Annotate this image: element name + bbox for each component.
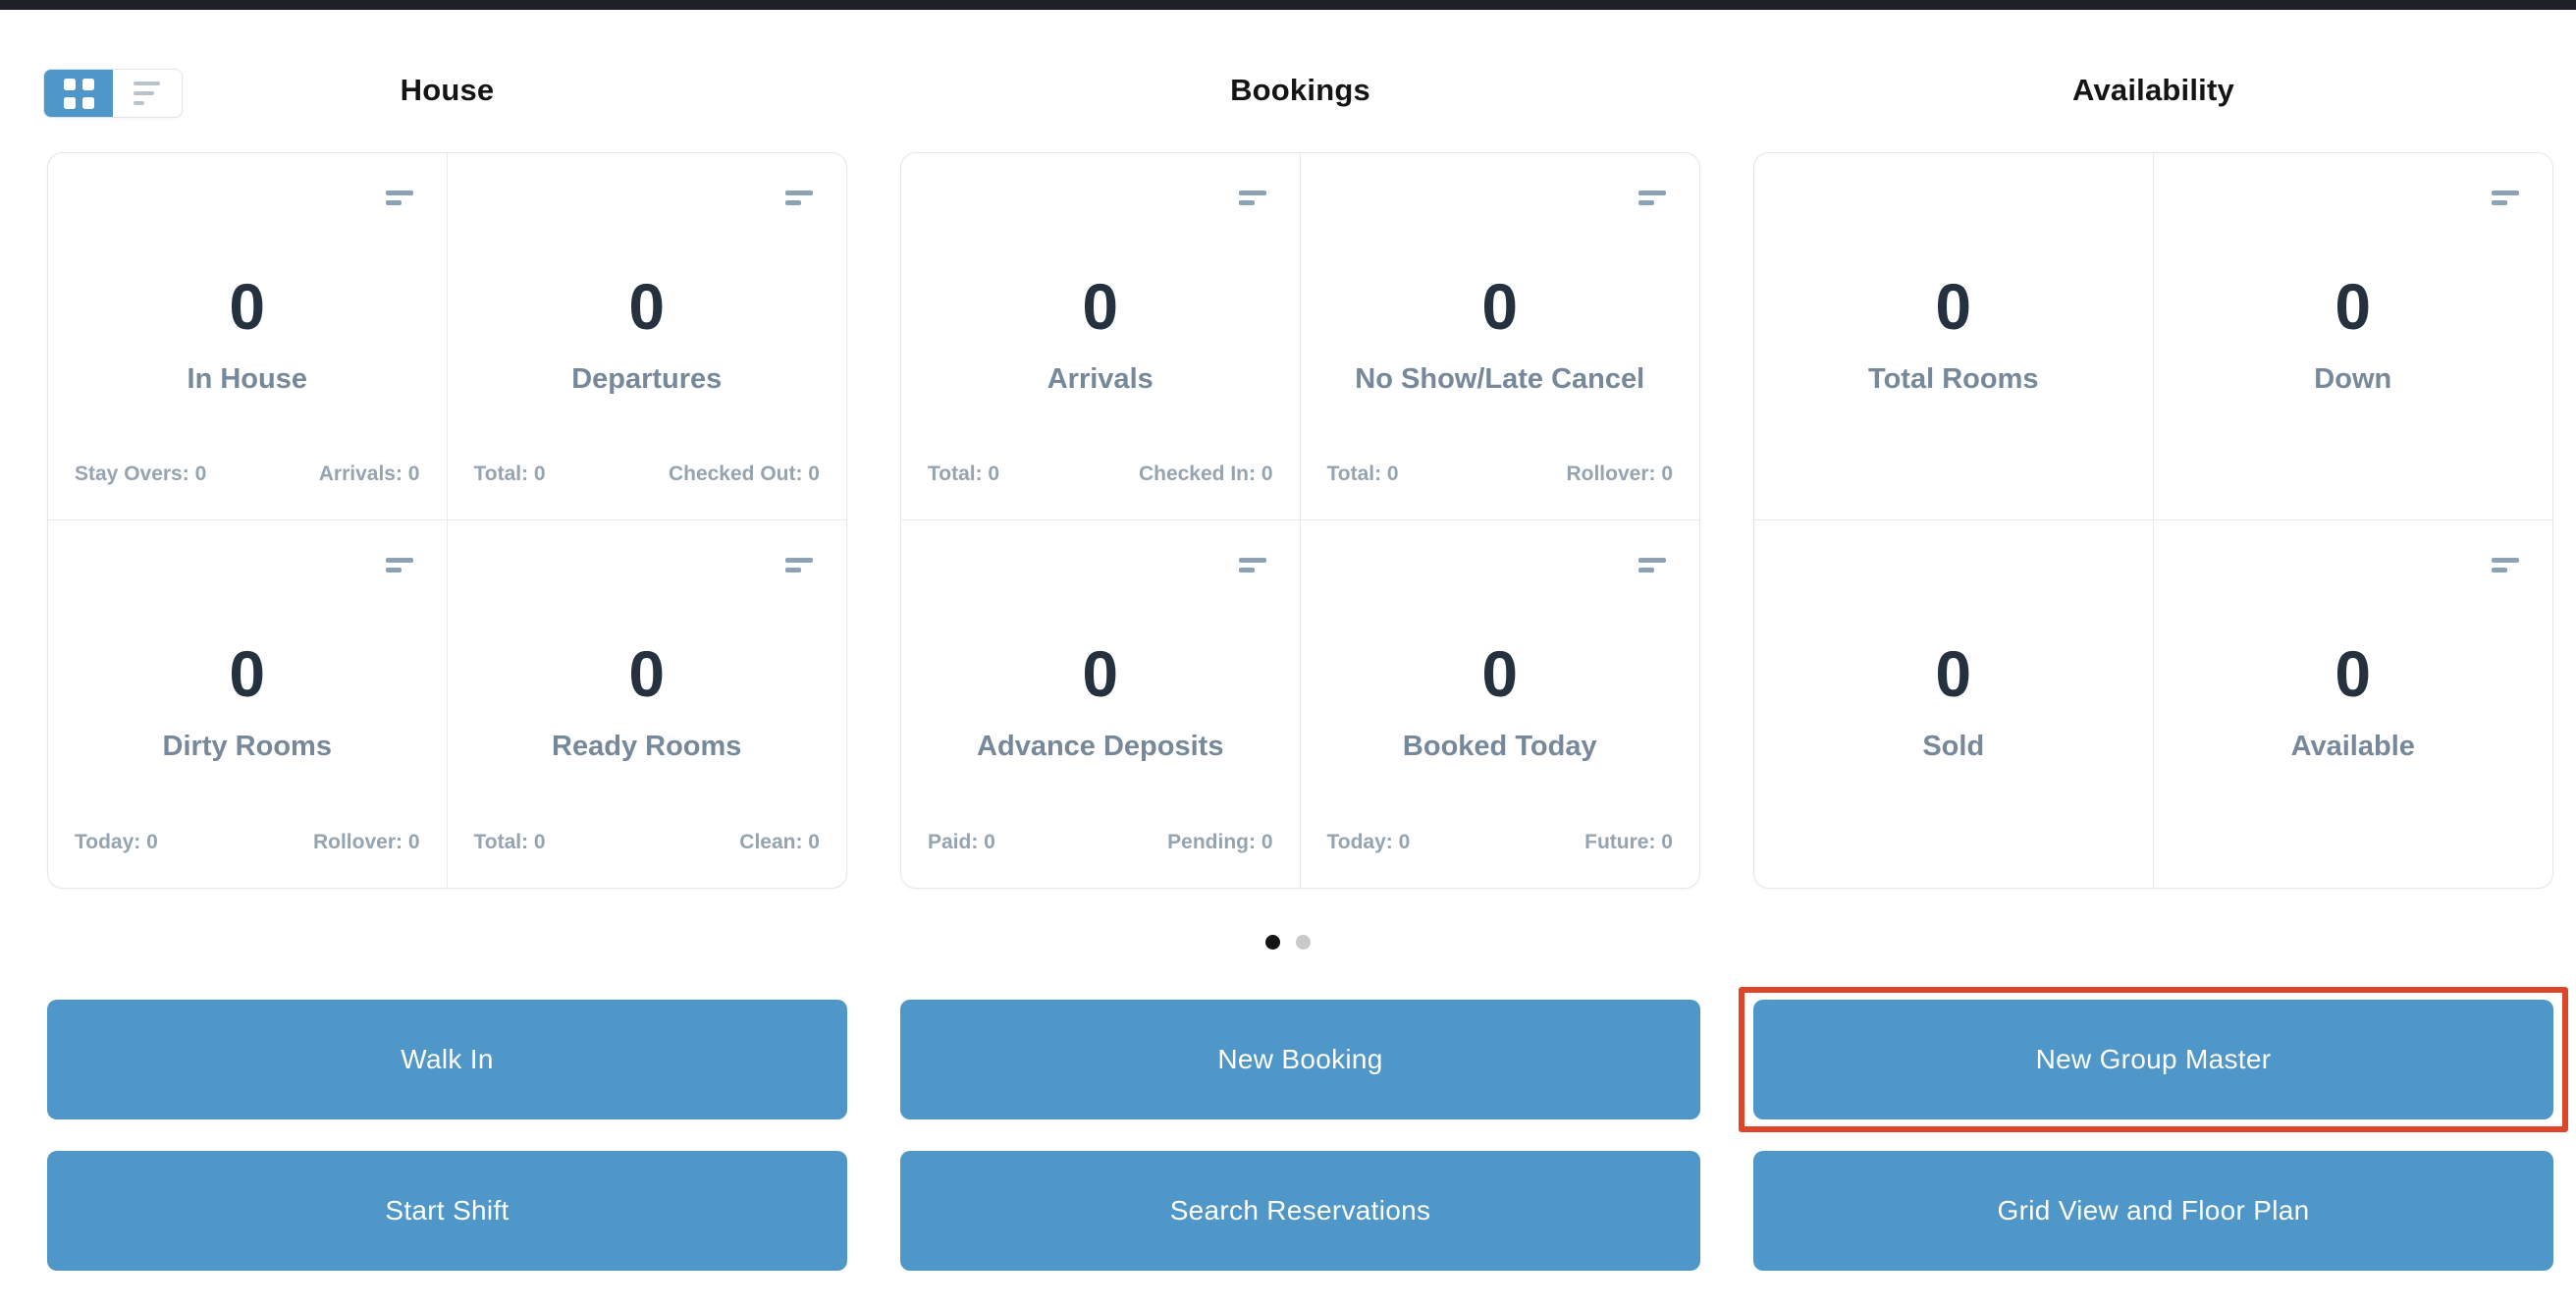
stat-footer-left: Stay Overs: 0 (75, 463, 207, 485)
stat-value: 0 (1082, 637, 1119, 710)
stat-footer-right: Checked In: 0 (1138, 463, 1273, 485)
stat-card-in-house[interactable]: 0 In House Stay Overs: 0 Arrivals: 0 (48, 153, 448, 520)
stat-value: 0 (2334, 270, 2372, 343)
stat-card-sold[interactable]: 0 Sold (1754, 520, 2154, 888)
stat-card-no-show-late-cancel[interactable]: 0 No Show/Late Cancel Total: 0 Rollover:… (1300, 153, 1699, 520)
card-menu-icon[interactable] (385, 558, 413, 572)
stat-label: Dirty Rooms (162, 731, 332, 762)
stat-label: Ready Rooms (552, 731, 742, 762)
stat-card-dirty-rooms[interactable]: 0 Dirty Rooms Today: 0 Rollover: 0 (48, 520, 448, 888)
stat-card-booked-today[interactable]: 0 Booked Today Today: 0 Future: 0 (1301, 520, 1700, 888)
card-menu-icon[interactable] (2492, 191, 2519, 205)
bookings-panel: 0 Arrivals Total: 0 Checked In: 0 0 No S… (900, 152, 1700, 889)
search-reservations-button[interactable]: Search Reservations (900, 1151, 1700, 1271)
stat-label: Available (2290, 731, 2415, 762)
list-view-toggle-button[interactable] (113, 70, 182, 117)
stat-card-arrivals[interactable]: 0 Arrivals Total: 0 Checked In: 0 (901, 153, 1301, 520)
carousel-pagination (0, 935, 2576, 950)
card-menu-icon[interactable] (385, 191, 413, 205)
stat-footer-left: Total: 0 (473, 463, 546, 485)
stat-footer-right: Rollover: 0 (312, 831, 420, 853)
grid-view-toggle-button[interactable] (44, 70, 113, 117)
stat-footer-right: Arrivals: 0 (318, 463, 420, 485)
stat-value: 0 (229, 270, 266, 343)
stat-value: 0 (628, 637, 666, 710)
stat-value: 0 (1935, 270, 1972, 343)
grid-view-floor-plan-button[interactable]: Grid View and Floor Plan (1753, 1151, 2553, 1271)
stat-value: 0 (628, 270, 666, 343)
card-menu-icon[interactable] (1238, 191, 1266, 205)
stat-label: Departures (571, 363, 723, 395)
stat-footer-right: Clean: 0 (739, 831, 820, 853)
stat-label: Sold (1922, 731, 1985, 762)
stat-footer-left: Total: 0 (1326, 463, 1399, 485)
section-title-house: House (400, 73, 495, 107)
stat-label: Advance Deposits (977, 731, 1224, 762)
stat-card-ready-rooms[interactable]: 0 Ready Rooms Total: 0 Clean: 0 (448, 520, 847, 888)
stat-label: Down (2314, 363, 2392, 395)
stat-value: 0 (1082, 270, 1119, 343)
stat-label: Total Rooms (1868, 363, 2039, 395)
top-bar (0, 0, 2576, 10)
stat-card-advance-deposits[interactable]: 0 Advance Deposits Paid: 0 Pending: 0 (901, 520, 1301, 888)
stat-card-down[interactable]: 0 Down (2153, 153, 2552, 520)
stat-footer-left: Today: 0 (75, 831, 158, 853)
pagination-dot-1[interactable] (1265, 935, 1280, 950)
card-menu-icon[interactable] (785, 191, 813, 205)
section-title-bookings: Bookings (1230, 73, 1370, 107)
card-menu-icon[interactable] (1638, 191, 1666, 205)
stat-footer-left: Today: 0 (1326, 831, 1411, 853)
stat-footer-right: Future: 0 (1584, 831, 1673, 853)
stat-value: 0 (1935, 637, 1972, 710)
view-toggle (43, 69, 183, 118)
stat-label: Booked Today (1402, 731, 1597, 762)
stat-footer-right: Rollover: 0 (1566, 463, 1673, 485)
stat-label: In House (187, 363, 307, 395)
house-panel: 0 In House Stay Overs: 0 Arrivals: 0 0 D… (47, 152, 847, 889)
card-menu-icon[interactable] (2492, 558, 2519, 572)
stat-card-total-rooms[interactable]: 0 Total Rooms (1754, 153, 2154, 520)
stat-label: No Show/Late Cancel (1355, 363, 1645, 395)
stat-value: 0 (1481, 637, 1519, 710)
stat-footer-left: Total: 0 (473, 831, 546, 853)
availability-panel: 0 Total Rooms 0 Down 0 Sold 0 Available (1753, 152, 2553, 889)
stat-footer-right: Checked Out: 0 (668, 463, 820, 485)
section-title-availability: Availability (2072, 73, 2234, 107)
new-group-master-button[interactable]: New Group Master (1753, 1000, 2553, 1119)
stat-label: Arrivals (1046, 363, 1154, 395)
card-menu-icon[interactable] (1638, 558, 1666, 572)
stat-value: 0 (2334, 637, 2372, 710)
card-menu-icon[interactable] (785, 558, 813, 572)
pagination-dot-2[interactable] (1296, 935, 1311, 950)
new-booking-button[interactable]: New Booking (900, 1000, 1700, 1119)
walk-in-button[interactable]: Walk In (47, 1000, 847, 1119)
stat-footer-left: Paid: 0 (928, 831, 995, 853)
stat-footer-right: Pending: 0 (1167, 831, 1273, 853)
stat-card-available[interactable]: 0 Available (2154, 520, 2553, 888)
stat-card-departures[interactable]: 0 Departures Total: 0 Checked Out: 0 (447, 153, 846, 520)
card-menu-icon[interactable] (1238, 558, 1266, 572)
stat-value: 0 (1481, 270, 1519, 343)
stat-footer-left: Total: 0 (928, 463, 1000, 485)
start-shift-button[interactable]: Start Shift (47, 1151, 847, 1271)
list-icon (134, 82, 161, 105)
stat-value: 0 (229, 637, 266, 710)
grid-icon (63, 78, 94, 109)
